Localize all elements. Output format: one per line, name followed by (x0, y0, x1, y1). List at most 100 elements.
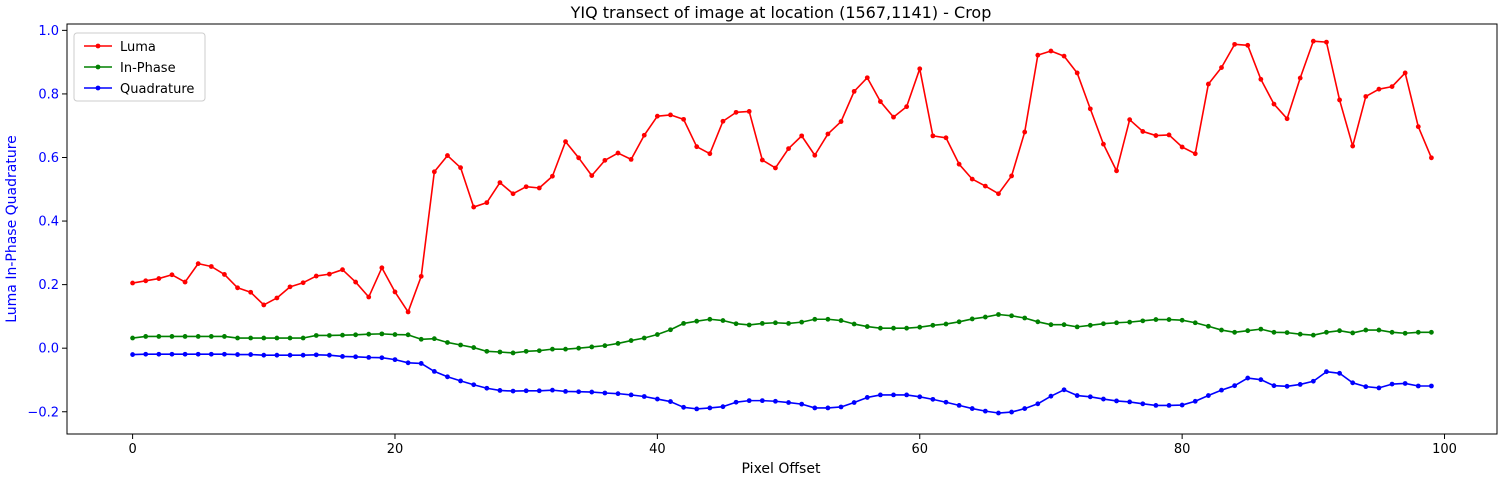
data-point-quadrature (1009, 409, 1014, 415)
series-line-in-phase (132, 313, 1432, 354)
data-point-luma (326, 271, 332, 277)
data-point-quadrature (864, 395, 870, 400)
data-point-luma (418, 273, 424, 279)
data-point-quadrature (156, 351, 162, 357)
data-point-in-phase (550, 346, 555, 352)
data-point-quadrature (1415, 383, 1421, 389)
data-point-in-phase (1074, 324, 1080, 330)
data-point-in-phase (1153, 317, 1159, 322)
data-point-in-phase (1415, 329, 1421, 335)
data-point-luma (707, 151, 713, 157)
data-point-quadrature (576, 389, 582, 395)
y-tick-label: 0.0 (38, 342, 59, 357)
data-point-quadrature (1324, 369, 1329, 375)
data-point-luma (274, 295, 280, 301)
data-point-in-phase (1087, 322, 1093, 328)
data-point-in-phase (287, 335, 293, 341)
data-point-quadrature (1232, 383, 1238, 389)
x-tick-label: 60 (911, 442, 928, 457)
data-point-luma (996, 191, 1001, 197)
data-point-luma (864, 75, 870, 81)
data-point-in-phase (589, 344, 595, 350)
data-point-in-phase (143, 334, 149, 339)
data-point-in-phase (1192, 320, 1198, 326)
data-point-luma (261, 302, 267, 308)
data-point-in-phase (484, 348, 490, 354)
data-point-luma (405, 309, 411, 315)
data-point-luma (1297, 75, 1303, 81)
data-point-in-phase (733, 321, 739, 327)
data-point-luma (851, 88, 857, 94)
data-point-quadrature (1363, 384, 1369, 390)
data-point-in-phase (1284, 330, 1290, 336)
series-line-luma (132, 40, 1433, 313)
data-point-in-phase (563, 346, 568, 352)
data-point-in-phase (1219, 327, 1224, 333)
data-point-quadrature (484, 385, 490, 391)
data-point-luma (550, 173, 555, 179)
data-point-in-phase (340, 332, 345, 338)
data-point-luma (340, 267, 345, 273)
data-point-luma (1009, 173, 1014, 179)
data-point-luma (1087, 106, 1093, 112)
y-tick-label: 0.8 (38, 87, 59, 102)
data-point-quadrature (248, 352, 254, 357)
legend-marker-quadrature (95, 85, 101, 91)
data-point-quadrature (694, 406, 700, 412)
data-point-luma (353, 279, 359, 285)
data-point-quadrature (1219, 387, 1224, 393)
data-point-in-phase (746, 322, 752, 328)
data-point-quadrature (550, 387, 555, 393)
data-point-quadrature (1271, 383, 1277, 389)
data-point-quadrature (825, 405, 831, 411)
data-point-in-phase (222, 334, 227, 339)
data-point-luma (1284, 116, 1290, 122)
data-point-luma (720, 118, 726, 124)
data-point-in-phase (576, 345, 582, 351)
data-point-in-phase (1389, 329, 1395, 335)
data-point-quadrature (943, 399, 949, 405)
legend-marker-in-phase (95, 64, 101, 70)
data-point-luma (523, 184, 529, 190)
data-point-luma (287, 284, 293, 290)
data-point-luma (182, 279, 188, 285)
data-point-in-phase (641, 335, 647, 341)
data-point-luma (930, 133, 936, 139)
y-tick-label: 0.2 (38, 278, 59, 293)
data-point-luma (1166, 132, 1172, 138)
data-point-quadrature (891, 392, 896, 398)
data-point-in-phase (668, 327, 673, 333)
data-point-in-phase (1402, 330, 1408, 336)
data-point-luma (1363, 94, 1369, 99)
data-point-quadrature (917, 394, 923, 400)
legend-label-quadrature: Quadrature (120, 82, 194, 97)
data-point-in-phase (405, 332, 411, 338)
data-point-luma (300, 280, 306, 286)
data-point-luma (143, 278, 149, 284)
series-layer (130, 38, 1434, 416)
x-tick-label: 40 (649, 442, 666, 457)
data-point-in-phase (694, 318, 700, 324)
data-point-in-phase (313, 333, 319, 338)
data-point-in-phase (418, 336, 424, 342)
data-point-quadrature (1140, 401, 1146, 407)
data-point-quadrature (1402, 381, 1408, 386)
data-point-luma (313, 273, 319, 279)
data-point-in-phase (392, 332, 398, 337)
data-point-quadrature (182, 351, 188, 357)
data-point-luma (982, 183, 988, 189)
data-point-in-phase (235, 335, 240, 341)
data-point-in-phase (536, 348, 542, 354)
data-point-quadrature (1376, 385, 1382, 391)
data-point-in-phase (681, 320, 687, 326)
data-point-in-phase (1271, 329, 1277, 335)
data-point-quadrature (235, 352, 240, 357)
data-point-luma (969, 176, 975, 182)
data-point-quadrature (930, 396, 936, 402)
data-point-in-phase (497, 349, 503, 355)
data-point-quadrature (1061, 387, 1067, 393)
data-point-luma (445, 153, 450, 158)
data-point-in-phase (1179, 317, 1185, 323)
data-point-in-phase (956, 319, 962, 325)
